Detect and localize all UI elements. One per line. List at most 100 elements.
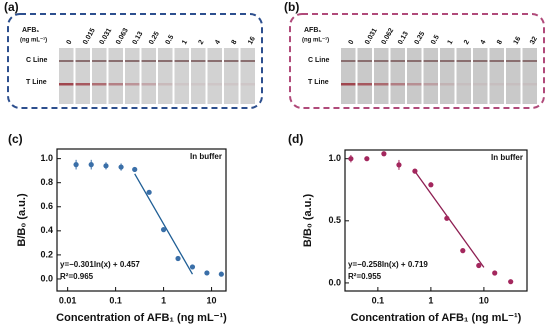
t-line [207,83,222,86]
c-line [522,60,537,62]
data-point [103,163,109,169]
strip [59,48,74,104]
strip [522,48,537,104]
c-line [191,60,206,62]
t-line [240,83,255,86]
concentration-label: 0.062 [381,27,396,46]
t-line [423,83,438,86]
c-line [390,60,405,62]
concentration-label: 32 [529,36,539,46]
equation: y=−0.301ln(x) + 0.457 [60,260,140,269]
t-line [158,83,173,86]
c-line [456,60,471,62]
t-line [473,83,488,86]
data-point [204,270,210,276]
strip [141,48,156,104]
t-line [59,83,74,86]
data-point [492,270,498,276]
c-line [341,60,356,62]
c-line [423,60,438,62]
concentration-label: 0 [66,39,74,46]
data-point [508,279,514,285]
concentration-label: 0 [348,39,356,46]
x-tick-label: 10 [207,295,217,305]
axis-unit: (ng mL⁻¹) [20,37,47,44]
plot-frame [344,149,528,292]
t-line [75,83,90,86]
fit-line [134,173,194,275]
data-point [428,182,434,188]
data-point [175,255,181,262]
c-line [207,60,222,62]
c-line [92,60,107,62]
data-point [218,271,224,277]
strip [224,48,239,104]
strip [240,48,255,104]
concentration-label: 1 [181,39,189,46]
concentration-label: 0.5 [165,34,176,46]
x-axis-label: Concentration of AFB₁ (ng mL⁻¹) [351,312,522,324]
strip [191,48,206,104]
concentration-label: 0.031 [99,27,114,46]
t-line [224,83,239,86]
concentration-label: 4 [214,39,222,46]
c-line [374,60,389,62]
y-tick-label: 0.6 [40,201,53,211]
y-tick-label: 0.0 [40,273,53,283]
r-squared: R²=0.965 [60,272,94,281]
c-line [75,60,90,62]
x-tick-label: 1 [428,295,433,305]
strip [489,48,504,104]
panel-label: (d) [288,132,303,146]
axis-label: AFB₁ [22,27,39,34]
t-line-label: T Line [308,79,329,86]
concentration-label: 16 [513,36,523,46]
y-axis-label: B/B₀ (a.u.) [302,194,314,248]
concentration-label: 4 [480,39,488,46]
c-line [125,60,140,62]
c-line [407,60,422,62]
c-line [59,60,74,62]
panel-label: (a) [4,0,19,14]
y-tick-label: 0.5 [328,215,341,225]
x-tick-label: 0.1 [109,295,122,305]
annotation: In buffer [491,153,523,162]
strip [108,48,123,104]
concentration-label: 8 [231,39,239,46]
strip [75,48,90,104]
t-line [141,83,156,86]
t-line [374,83,389,86]
data-point [460,248,466,254]
c-line [440,60,455,62]
t-line [506,83,521,86]
data-point [476,262,482,269]
t-line [92,83,107,86]
y-tick-label: 0.8 [40,177,53,187]
t-line [407,83,422,86]
t-line [456,83,471,86]
x-tick-label: 10 [479,295,489,305]
concentration-label: 0.25 [148,31,161,46]
strip [423,48,438,104]
strip [440,48,455,104]
t-line [357,83,372,86]
y-tick-label: 1.0 [328,153,341,163]
axis-label: AFB₁ [304,27,321,34]
strip [341,48,356,104]
strip [158,48,173,104]
c-line [240,60,255,62]
c-line [158,60,173,62]
concentration-label: 1 [447,39,455,46]
concentration-label: 0.063 [115,27,130,46]
equation: y=−0.258ln(x) + 0.719 [348,260,428,269]
data-point [444,215,450,221]
t-line-label: T Line [26,79,47,86]
y-tick-label: 0.2 [40,249,53,259]
concentration-label: 2 [463,39,471,46]
panel-frame [289,13,545,109]
c-line [174,60,189,62]
concentration-label: 2 [198,39,206,46]
c-line [473,60,488,62]
concentration-label: 0.031 [364,27,379,46]
strip [92,48,107,104]
